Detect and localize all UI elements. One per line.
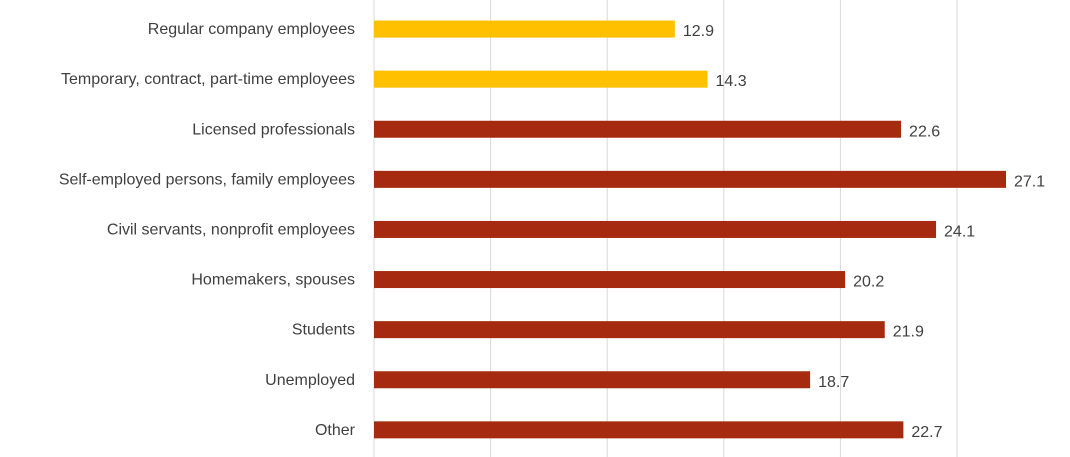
category-label: Temporary, contract, part-time employees [61,71,355,88]
bars [374,20,1006,439]
bar [374,371,811,389]
data-label: 22.7 [911,424,942,441]
bar [374,70,708,88]
category-label: Unemployed [265,372,355,389]
data-label: 24.1 [944,223,975,240]
category-label: Civil servants, nonprofit employees [107,221,355,238]
bar [374,220,937,238]
data-label: 14.3 [715,73,746,90]
category-label: Regular company employees [148,21,355,38]
category-label: Homemakers, spouses [191,272,355,289]
data-label: 12.9 [683,23,714,40]
bar [374,321,885,339]
bar [374,421,904,439]
data-label: 18.7 [818,374,849,391]
bar [374,271,846,289]
category-labels: Regular company employees Temporary, cont… [59,21,356,439]
category-label: Self-employed persons, family employees [59,171,355,188]
category-label: Students [292,322,355,339]
bar [374,170,1006,188]
data-label: 21.9 [893,324,924,341]
data-labels: 12.9 14.3 22.6 27.1 24.1 20.2 21.9 18.7 22.7 [683,23,1045,441]
data-label: 27.1 [1014,173,1045,190]
bar [374,120,902,138]
category-label: Licensed professionals [192,121,355,138]
data-label: 22.6 [909,123,940,140]
bar [374,20,675,38]
data-label: 20.2 [853,274,884,291]
category-label: Other [315,422,356,439]
